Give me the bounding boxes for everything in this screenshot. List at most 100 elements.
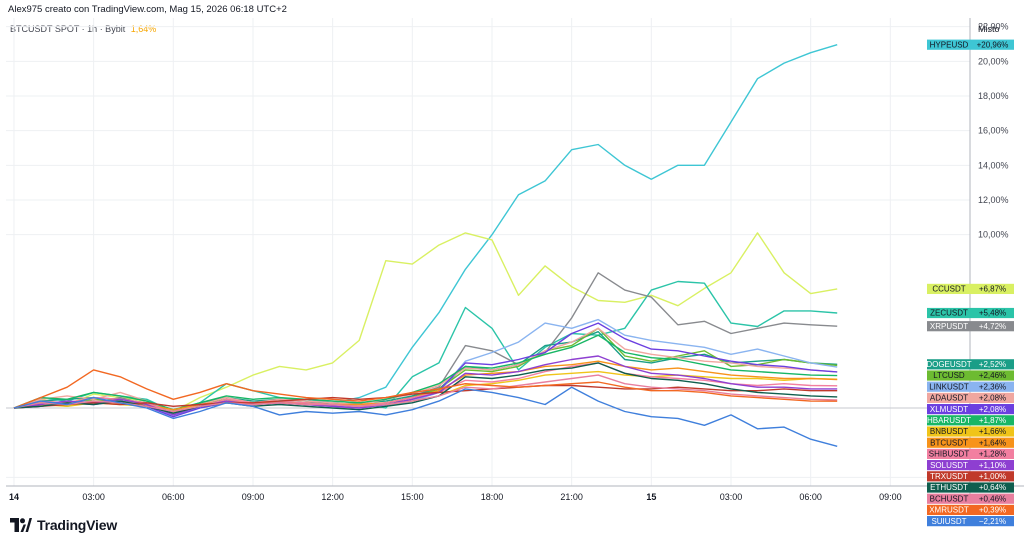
- series-tag-value-bg: [971, 426, 1014, 437]
- grid-lines: [6, 18, 970, 486]
- tradingview-logo[interactable]: TradingView: [10, 517, 117, 533]
- series-tag-value: +1,66%: [979, 427, 1006, 436]
- x-tick-label: 09:00: [242, 492, 265, 502]
- series-tag-value: −2,21%: [979, 517, 1006, 526]
- x-tick-label: 06:00: [799, 492, 822, 502]
- series-tag-name: ADAUSDT: [930, 394, 968, 403]
- series-tag-value-bg: [971, 404, 1014, 415]
- symbol-title: BTCUSDT SPOT · 1h · Bybit: [10, 24, 126, 34]
- series-line-bchusdt: [13, 374, 838, 413]
- series-tag-name-bg: [927, 404, 971, 415]
- series-line-hbarusdt: [13, 334, 838, 411]
- x-tick-label: 15: [646, 492, 656, 502]
- series-line-linkusdt: [13, 318, 838, 416]
- x-tick-label: 03:00: [82, 492, 105, 502]
- series-tag-value-bg: [971, 516, 1014, 527]
- y-tick-label: 12,00%: [978, 195, 1009, 205]
- series-tag-name: HBARUSDT: [927, 416, 971, 425]
- series-tag-value: +0,39%: [979, 506, 1006, 515]
- series-tag-name-bg: [927, 471, 971, 482]
- series-tag-xmrusdt[interactable]: XMRUSDT +0,39%: [927, 504, 1014, 516]
- series-tag-btcusdt[interactable]: BTCUSDT +1,64%: [927, 437, 1014, 448]
- series-tag-hbarusdt[interactable]: HBARUSDT +1,87%: [927, 415, 1014, 426]
- symbol-change: 1,64%: [130, 24, 157, 34]
- series-tag-value-bg: [971, 448, 1014, 460]
- series-line-shibusdt: [13, 362, 838, 414]
- series-tag-hypeusd[interactable]: HYPEUSD +20,96%: [927, 39, 1014, 50]
- y-tick-label: 18,00%: [978, 91, 1009, 101]
- series-tag-value-bg: [971, 437, 1014, 448]
- series-tag-adausdt[interactable]: ADAUSDT +2,08%: [927, 392, 1014, 404]
- series-tag-value-bg: [971, 359, 1014, 370]
- series-line-suiusdt: [13, 386, 838, 447]
- y-tick-label: 14,00%: [978, 160, 1009, 170]
- tradingview-logo-text: TradingView: [37, 517, 118, 533]
- series-tag-dogeusdt[interactable]: DOGEUSDT +2,52%: [926, 359, 1014, 370]
- series-tag-shibusdt[interactable]: SHIBUSDT +1,28%: [927, 448, 1014, 460]
- series-lines: [13, 44, 838, 447]
- x-tick-label: 09:00: [879, 492, 902, 502]
- series-tag-value: +1,00%: [979, 472, 1006, 481]
- series-tag-ccusdt[interactable]: CCUSDT +6,87%: [927, 283, 1014, 295]
- series-tag-name: XMRUSDT: [929, 506, 969, 515]
- y-tick-label: 20,00%: [978, 56, 1009, 66]
- series-tag-bchusdt[interactable]: BCHUSDT +0,46%: [927, 493, 1014, 504]
- series-tag-name: LINKUSDT: [929, 382, 969, 391]
- series-tag-name-bg: [927, 504, 971, 516]
- series-tag-value-bg: [971, 415, 1014, 426]
- series-tag-name-bg: [927, 370, 971, 381]
- price-axis-title[interactable]: Misto: [978, 24, 1000, 34]
- series-tag-name: BNBUSDT: [930, 427, 968, 436]
- series-tag-linkusdt[interactable]: LINKUSDT +2,36%: [927, 381, 1014, 392]
- series-tag-value-bg: [971, 307, 1014, 319]
- series-tag-value-bg: [971, 381, 1014, 392]
- series-tag-ethusdt[interactable]: ETHUSDT +0,64%: [927, 482, 1014, 493]
- series-tag-suiusdt[interactable]: SUIUSDT −2,21%: [927, 516, 1014, 527]
- series-tag-ltcusd[interactable]: LTCUSD +2,46%: [927, 370, 1014, 381]
- x-tick-label: 21:00: [560, 492, 583, 502]
- series-tag-value: +6,87%: [979, 285, 1006, 294]
- series-tag-value: +2,36%: [979, 382, 1006, 391]
- series-tag-name: ZECUSDT: [930, 309, 968, 318]
- series-tag-name: HYPEUSD: [930, 40, 969, 49]
- series-tag-name: LTCUSD: [933, 371, 965, 380]
- y-tick-label: 10,00%: [978, 230, 1009, 240]
- series-tag-value: +1,87%: [979, 416, 1006, 425]
- series-tag-name: ETHUSDT: [930, 483, 968, 492]
- series-tag-value-bg: [971, 283, 1014, 295]
- series-tag-xrpusdt[interactable]: XRPUSDT +4,72%: [927, 321, 1014, 332]
- series-line-hypeusd: [13, 44, 838, 416]
- series-line-btcusdt: [13, 360, 838, 411]
- series-tag-value-bg: [971, 321, 1014, 332]
- series-tag-name-bg: [927, 460, 971, 471]
- symbol-legend[interactable]: BTCUSDT SPOT · 1h · Bybit 1,64%: [10, 24, 156, 34]
- series-tag-name-bg: [927, 415, 971, 426]
- x-tick-label: 12:00: [321, 492, 344, 502]
- series-tag-name-bg: [927, 516, 971, 527]
- series-tag-value: +2,46%: [979, 371, 1006, 380]
- x-tick-label: 06:00: [162, 492, 185, 502]
- series-tag-name: SOLUSDT: [930, 461, 968, 470]
- series-line-zecusdt: [13, 280, 838, 413]
- series-tag-bnbusdt[interactable]: BNBUSDT +1,66%: [927, 426, 1014, 437]
- series-tag-value: +2,52%: [979, 360, 1006, 369]
- series-tag-name: BCHUSDT: [930, 494, 969, 503]
- series-tag-xlmusdt[interactable]: XLMUSDT +2,08%: [927, 404, 1014, 415]
- series-tag-value-bg: [971, 460, 1014, 471]
- series-tag-trxusdt[interactable]: TRXUSDT +1,00%: [927, 471, 1014, 482]
- series-tag-name-bg: [927, 39, 971, 50]
- x-tick-label: 03:00: [720, 492, 743, 502]
- series-tag-name-bg: [927, 321, 971, 332]
- series-tag-name-bg: [927, 482, 971, 493]
- series-tag-name: SHIBUSDT: [929, 450, 970, 459]
- series-tag-name: DOGEUSDT: [926, 360, 971, 369]
- series-line-solusdt: [13, 355, 838, 416]
- series-line-trxusdt: [13, 384, 838, 409]
- series-tag-value: +4,72%: [979, 322, 1006, 331]
- series-tag-solusdt[interactable]: SOLUSDT +1,10%: [927, 460, 1014, 471]
- series-tag-value-bg: [971, 493, 1014, 504]
- series-tag-zecusdt[interactable]: ZECUSDT +5,48%: [927, 307, 1014, 319]
- series-tag-name: BTCUSDT: [930, 438, 968, 447]
- series-tag-value-bg: [971, 370, 1014, 381]
